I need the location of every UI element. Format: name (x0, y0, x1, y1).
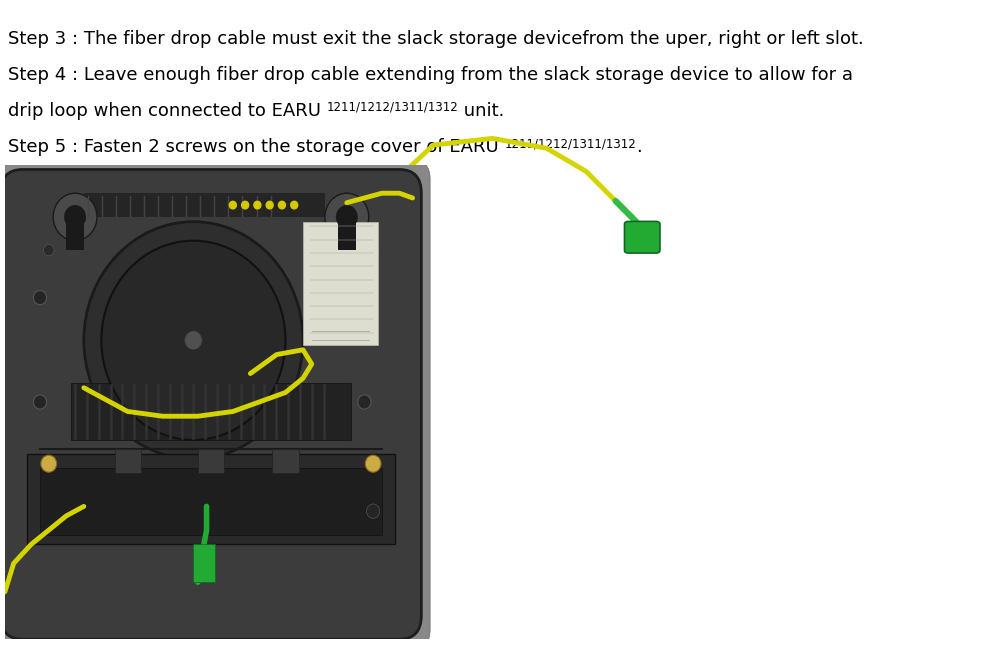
Bar (303, 221, 377, 345)
Bar (66, 217, 84, 250)
Circle shape (366, 504, 379, 518)
Bar (84, 193, 325, 217)
Circle shape (33, 291, 46, 304)
Circle shape (336, 205, 358, 229)
Text: Step 4 : Leave enough fiber drop cable extending from the slack storage device t: Step 4 : Leave enough fiber drop cable e… (8, 66, 853, 84)
Circle shape (358, 395, 371, 409)
Circle shape (53, 193, 97, 241)
Circle shape (266, 201, 273, 209)
Text: Step 5 : Fasten 2 screws on the storage cover of EARU: Step 5 : Fasten 2 screws on the storage … (8, 138, 504, 156)
FancyBboxPatch shape (1, 169, 422, 639)
Text: 1211/1212/1311/1312: 1211/1212/1311/1312 (327, 101, 458, 114)
FancyBboxPatch shape (0, 160, 430, 648)
Circle shape (84, 221, 303, 459)
Text: .: . (636, 138, 642, 156)
Bar (27, 454, 395, 544)
Bar (114, 449, 141, 473)
Bar (198, 449, 225, 473)
Bar (272, 449, 298, 473)
Text: Step 3 : The fiber drop cable must exit the slack storage devicefrom the uper, r: Step 3 : The fiber drop cable must exit … (8, 30, 864, 47)
Bar (193, 544, 216, 583)
Circle shape (241, 201, 248, 209)
Circle shape (101, 241, 286, 440)
Circle shape (291, 201, 297, 209)
Circle shape (365, 455, 381, 473)
Circle shape (367, 244, 378, 256)
Circle shape (358, 291, 371, 304)
Circle shape (64, 205, 86, 229)
Circle shape (279, 201, 286, 209)
Text: drip loop when connected to EARU: drip loop when connected to EARU (8, 102, 327, 120)
FancyBboxPatch shape (624, 221, 660, 253)
Circle shape (325, 193, 368, 241)
Text: unit.: unit. (458, 102, 504, 120)
Circle shape (40, 455, 57, 473)
Circle shape (33, 395, 46, 409)
Bar (71, 383, 352, 440)
Circle shape (43, 244, 54, 256)
Bar (40, 469, 382, 535)
Circle shape (230, 201, 236, 209)
Bar (338, 217, 356, 250)
Text: 1211/1212/1311/1312: 1211/1212/1311/1312 (504, 137, 636, 150)
Circle shape (254, 201, 261, 209)
Circle shape (184, 331, 202, 350)
